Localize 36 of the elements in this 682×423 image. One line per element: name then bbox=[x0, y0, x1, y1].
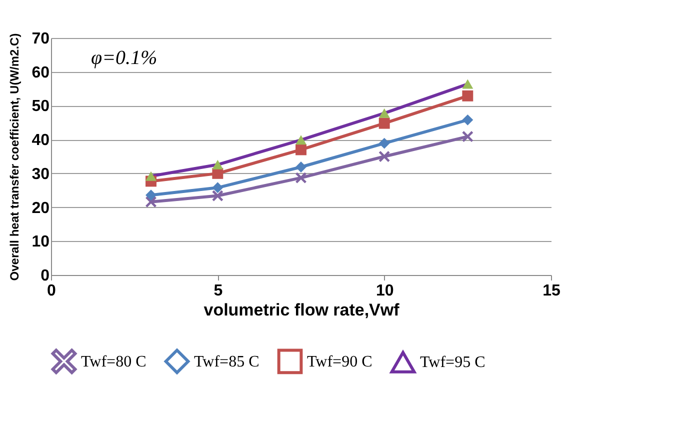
point bbox=[296, 172, 306, 184]
point bbox=[146, 190, 156, 201]
point bbox=[146, 196, 156, 208]
point bbox=[378, 151, 390, 162]
y-tick-label: 40 bbox=[32, 132, 50, 150]
x-tick-label: 15 bbox=[542, 282, 560, 300]
point bbox=[462, 114, 474, 126]
y-tick-label: 60 bbox=[32, 64, 50, 82]
point bbox=[296, 162, 306, 172]
x-tick-label: 10 bbox=[376, 282, 394, 300]
point bbox=[462, 90, 474, 102]
x-axis-title: volumetric flow rate,Vwf bbox=[204, 300, 400, 320]
legend-label: Twf=95 C bbox=[420, 354, 486, 372]
point bbox=[212, 160, 224, 170]
y-tick-label: 30 bbox=[32, 166, 50, 183]
point bbox=[462, 131, 474, 142]
point bbox=[378, 108, 390, 118]
annotation: φ=0.1% bbox=[91, 47, 158, 69]
point bbox=[212, 190, 224, 202]
y-tick-label: 50 bbox=[32, 98, 50, 116]
legend-label: Twf=80 C bbox=[81, 353, 146, 370]
y-tick-label: 70 bbox=[32, 30, 50, 48]
y-tick-label: 20 bbox=[32, 200, 50, 217]
legend-label: Twf=85 C bbox=[194, 353, 260, 370]
point bbox=[462, 79, 474, 89]
point bbox=[146, 171, 156, 181]
y-tick-label: 0 bbox=[40, 268, 50, 284]
y-axis-title: Overall heat transfer coefficient, U(W/m2.C) bbox=[8, 33, 22, 281]
point bbox=[212, 182, 224, 194]
x-tick-label: 5 bbox=[214, 282, 223, 300]
point bbox=[378, 138, 390, 149]
y-tick-label: 10 bbox=[32, 234, 50, 251]
point bbox=[296, 144, 306, 156]
legend-label: Twf=90 C bbox=[307, 353, 372, 370]
point bbox=[378, 118, 390, 129]
point bbox=[296, 135, 306, 145]
